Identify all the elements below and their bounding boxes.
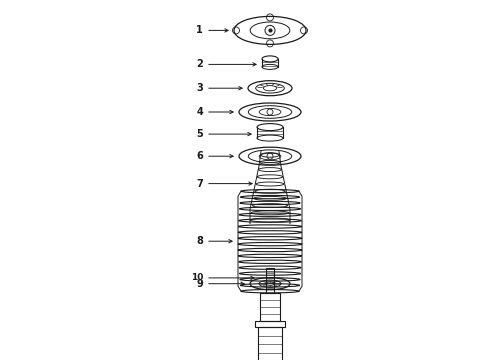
Bar: [260, 293, 280, 321]
Text: 7: 7: [196, 179, 203, 189]
Text: 10: 10: [191, 273, 203, 282]
Bar: [255, 321, 285, 327]
Text: 5: 5: [196, 129, 203, 139]
Text: 6: 6: [196, 151, 203, 161]
Text: 8: 8: [196, 236, 203, 246]
Text: 4: 4: [196, 107, 203, 117]
Text: 1: 1: [196, 26, 203, 35]
Text: 9: 9: [196, 279, 203, 289]
Bar: [266, 268, 274, 293]
Text: 2: 2: [196, 59, 203, 69]
Text: 3: 3: [196, 83, 203, 93]
Bar: [258, 327, 282, 360]
